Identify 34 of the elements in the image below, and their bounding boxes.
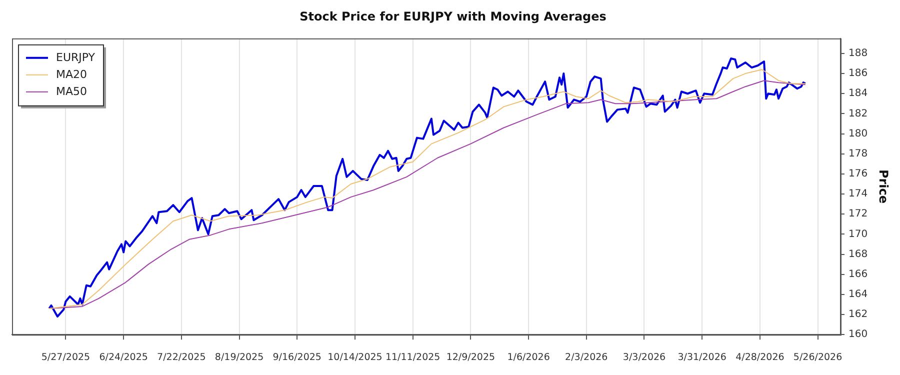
x-tick-label: 2/3/2026 [565,352,608,363]
y-axis-title: Price [876,169,891,204]
legend-label: MA50 [56,84,88,98]
y-tick-label: 184 [848,88,868,100]
y-tick-label: 188 [848,48,868,60]
legend-label: MA20 [56,68,88,81]
x-tick-label: 1/6/2026 [507,352,550,363]
x-tick-label: 8/19/2025 [214,352,264,363]
x-tick-label: 5/27/2025 [41,352,90,363]
x-tick-label: 11/11/2025 [385,352,440,363]
x-tick-label: 3/3/2026 [622,352,666,363]
y-tick-label: 172 [848,208,868,220]
y-tick-label: 164 [848,289,868,300]
y-tick-label: 170 [848,228,868,240]
x-tick-label: 12/9/2025 [446,352,496,363]
y-tick-label: 174 [848,188,868,200]
x-tick-label: 4/28/2026 [736,352,784,363]
x-tick-label: 3/31/2026 [678,352,726,363]
y-tick-label: 160 [848,329,868,340]
x-tick-label: 9/16/2025 [272,352,322,363]
y-tick-label: 178 [848,148,868,160]
y-tick-label: 166 [848,268,868,280]
y-tick-label: 180 [848,128,868,140]
y-tick-label: 182 [848,108,868,120]
chart-title: Stock Price for EURJPY with Moving Averages [300,9,606,24]
x-tick-label: 5/26/2026 [793,352,842,363]
x-tick-label: 6/24/2025 [99,352,148,363]
x-tick-label: 7/22/2025 [157,352,206,363]
y-tick-label: 186 [848,68,868,80]
legend-label: EURJPY [56,50,96,64]
y-tick-label: 168 [848,248,868,260]
x-tick-label: 10/14/2025 [328,352,382,363]
y-tick-label: 162 [848,309,868,320]
y-tick-label: 176 [848,168,868,180]
